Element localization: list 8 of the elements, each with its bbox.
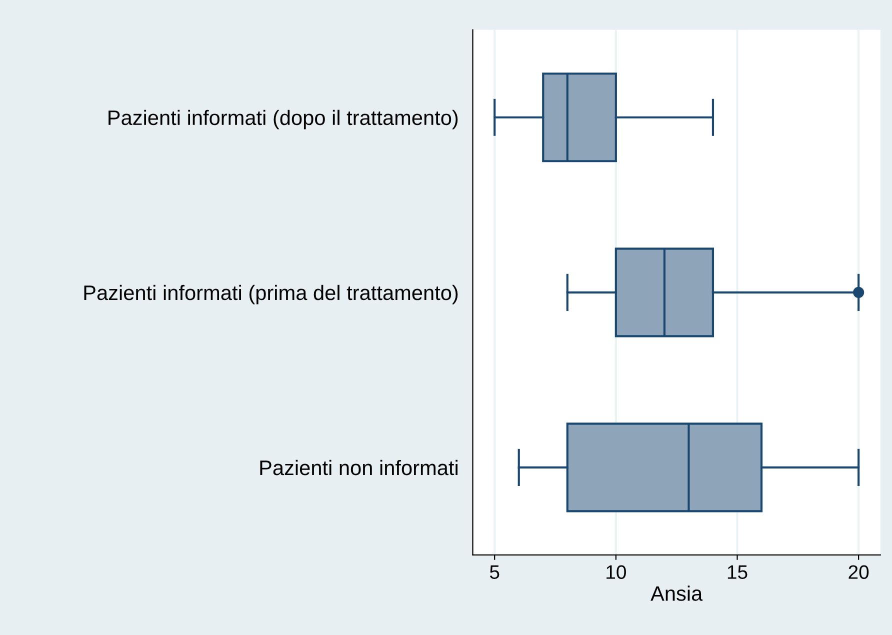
y-tick-label: Pazienti informati (prima del trattamento) <box>84 284 458 304</box>
x-tick-label: 5 <box>490 565 500 579</box>
x-tick-label: 10 <box>606 565 626 579</box>
y-tick-label: Pazienti non informati <box>260 460 458 476</box>
x-tick-label: 20 <box>848 565 869 579</box>
x-tick-label: 15 <box>728 565 748 579</box>
y-tick-label: Pazienti informati (dopo il trattamento) <box>108 110 458 130</box>
x-axis-title: Ansia <box>650 586 703 601</box>
